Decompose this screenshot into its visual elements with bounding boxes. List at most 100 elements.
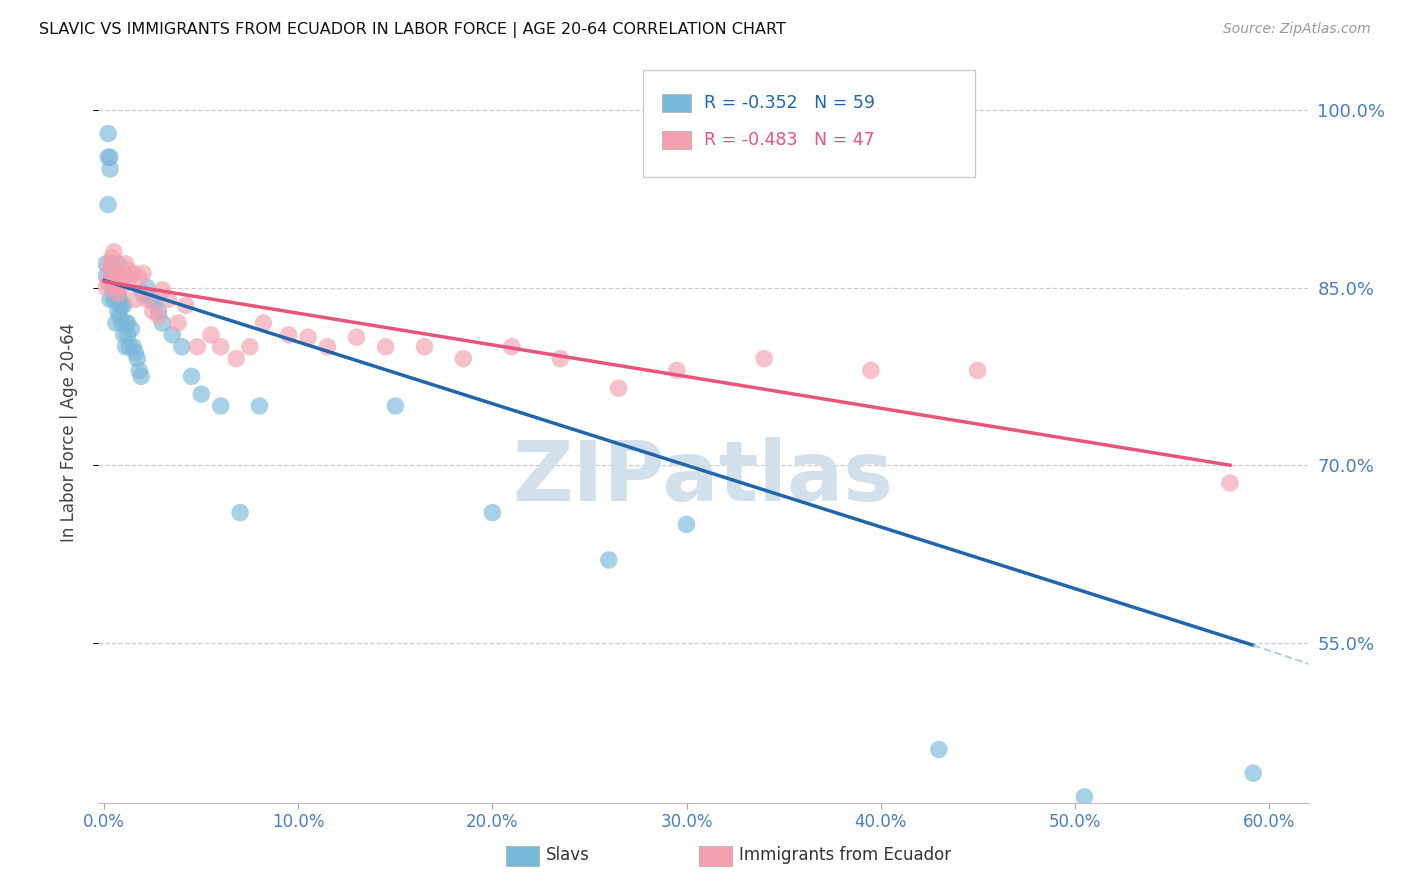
Point bbox=[127, 351, 149, 366]
Point bbox=[859, 363, 882, 377]
Point bbox=[117, 316, 139, 330]
Point bbox=[174, 298, 197, 312]
Point bbox=[157, 293, 180, 307]
Point bbox=[122, 266, 145, 280]
Point bbox=[98, 150, 121, 164]
Point bbox=[346, 330, 368, 344]
Point bbox=[124, 345, 146, 359]
Point bbox=[966, 363, 988, 377]
Point bbox=[96, 268, 118, 283]
Point bbox=[122, 340, 145, 354]
Point bbox=[160, 327, 183, 342]
Point bbox=[1219, 475, 1241, 490]
Point bbox=[277, 327, 299, 342]
Point bbox=[98, 293, 121, 307]
Point bbox=[98, 262, 121, 277]
Point bbox=[136, 280, 159, 294]
Point bbox=[101, 268, 124, 283]
Point bbox=[607, 381, 630, 395]
Point bbox=[107, 257, 129, 271]
Point bbox=[111, 316, 134, 330]
Point bbox=[384, 399, 406, 413]
Point bbox=[374, 340, 396, 354]
Point bbox=[96, 280, 118, 294]
Point bbox=[112, 327, 135, 342]
Point bbox=[316, 340, 339, 354]
Point bbox=[928, 742, 950, 756]
Point bbox=[114, 340, 136, 354]
Point bbox=[101, 257, 124, 271]
Point bbox=[108, 268, 131, 283]
Point bbox=[252, 316, 274, 330]
Point bbox=[96, 257, 118, 271]
Point bbox=[501, 340, 523, 354]
Point bbox=[103, 293, 125, 307]
Point bbox=[111, 298, 134, 312]
Point bbox=[104, 268, 127, 283]
FancyBboxPatch shape bbox=[699, 846, 733, 866]
Point bbox=[108, 298, 131, 312]
Point bbox=[152, 316, 174, 330]
Point bbox=[108, 293, 131, 307]
Point bbox=[675, 517, 697, 532]
Point bbox=[170, 340, 193, 354]
Point bbox=[186, 340, 208, 354]
Point bbox=[598, 553, 620, 567]
Point bbox=[117, 327, 139, 342]
Point bbox=[97, 127, 120, 141]
Point bbox=[190, 387, 212, 401]
Point bbox=[142, 304, 165, 318]
Point bbox=[118, 271, 141, 285]
Point bbox=[225, 351, 247, 366]
Point bbox=[167, 316, 190, 330]
Point bbox=[229, 506, 252, 520]
Point bbox=[98, 162, 121, 177]
Point bbox=[550, 351, 572, 366]
Point bbox=[143, 294, 166, 309]
Point bbox=[752, 351, 775, 366]
Point bbox=[120, 322, 142, 336]
Point bbox=[103, 280, 125, 294]
Point bbox=[1073, 789, 1095, 804]
Text: ZIPatlas: ZIPatlas bbox=[513, 436, 893, 517]
Text: SLAVIC VS IMMIGRANTS FROM ECUADOR IN LABOR FORCE | AGE 20-64 CORRELATION CHART: SLAVIC VS IMMIGRANTS FROM ECUADOR IN LAB… bbox=[39, 22, 786, 38]
Point bbox=[108, 310, 131, 325]
Point bbox=[1241, 766, 1264, 780]
Y-axis label: In Labor Force | Age 20-64: In Labor Force | Age 20-64 bbox=[59, 323, 77, 542]
Point bbox=[104, 280, 127, 294]
Point bbox=[114, 257, 136, 271]
Text: Immigrants from Ecuador: Immigrants from Ecuador bbox=[740, 847, 952, 864]
Point bbox=[101, 251, 124, 265]
Point bbox=[129, 369, 152, 384]
Point bbox=[97, 197, 120, 211]
Point bbox=[97, 275, 120, 289]
Point bbox=[132, 286, 155, 301]
Text: R = -0.352   N = 59: R = -0.352 N = 59 bbox=[704, 95, 875, 112]
Point bbox=[200, 327, 222, 342]
Point bbox=[209, 340, 232, 354]
Point bbox=[104, 280, 127, 294]
Point bbox=[481, 506, 503, 520]
Point bbox=[239, 340, 262, 354]
Point bbox=[180, 369, 202, 384]
Point bbox=[209, 399, 232, 413]
Point bbox=[136, 293, 159, 307]
Point bbox=[103, 268, 125, 283]
Point bbox=[148, 309, 170, 323]
Text: Source: ZipAtlas.com: Source: ZipAtlas.com bbox=[1223, 22, 1371, 37]
FancyBboxPatch shape bbox=[643, 70, 976, 178]
Point bbox=[297, 330, 319, 344]
Point bbox=[413, 340, 436, 354]
Point bbox=[107, 304, 129, 318]
Point bbox=[104, 316, 127, 330]
Point bbox=[107, 286, 129, 301]
Point bbox=[103, 275, 125, 289]
Text: R = -0.483   N = 47: R = -0.483 N = 47 bbox=[704, 131, 875, 149]
Point bbox=[97, 150, 120, 164]
Point bbox=[103, 244, 125, 259]
Point bbox=[118, 340, 141, 354]
Point bbox=[112, 271, 135, 285]
Point bbox=[111, 280, 134, 294]
Point bbox=[139, 293, 162, 307]
Point bbox=[104, 293, 127, 307]
